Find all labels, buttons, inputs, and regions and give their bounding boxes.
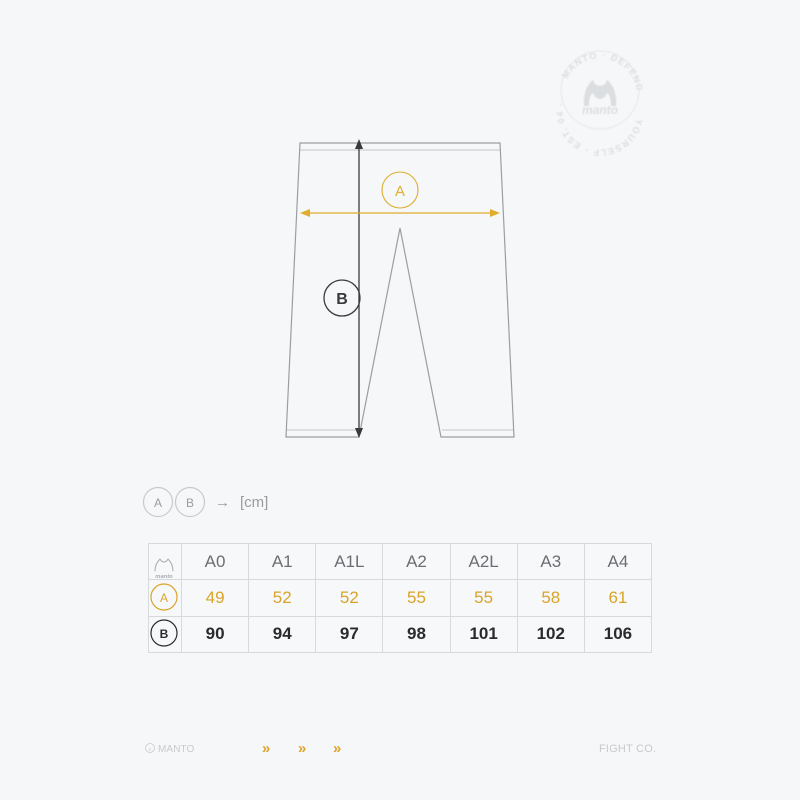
svg-text:manto: manto <box>155 574 173 580</box>
svg-text:→: → <box>215 494 230 511</box>
svg-text:A: A <box>154 496 162 510</box>
svg-text:B: B <box>160 627 169 641</box>
svg-text:»: » <box>298 740 306 757</box>
svg-text:MANTO: MANTO <box>158 744 195 755</box>
svg-text:»: » <box>262 740 270 757</box>
svg-text:B: B <box>186 496 194 510</box>
svg-text:A: A <box>160 591 168 605</box>
svg-text:A: A <box>395 183 405 200</box>
svg-text:c: c <box>149 747 152 753</box>
svg-text:manto: manto <box>582 103 618 117</box>
svg-text:B: B <box>336 291 348 308</box>
svg-text:[cm]: [cm] <box>240 494 268 511</box>
svg-text:FIGHT CO.: FIGHT CO. <box>599 743 656 755</box>
svg-text:»: » <box>333 740 341 757</box>
